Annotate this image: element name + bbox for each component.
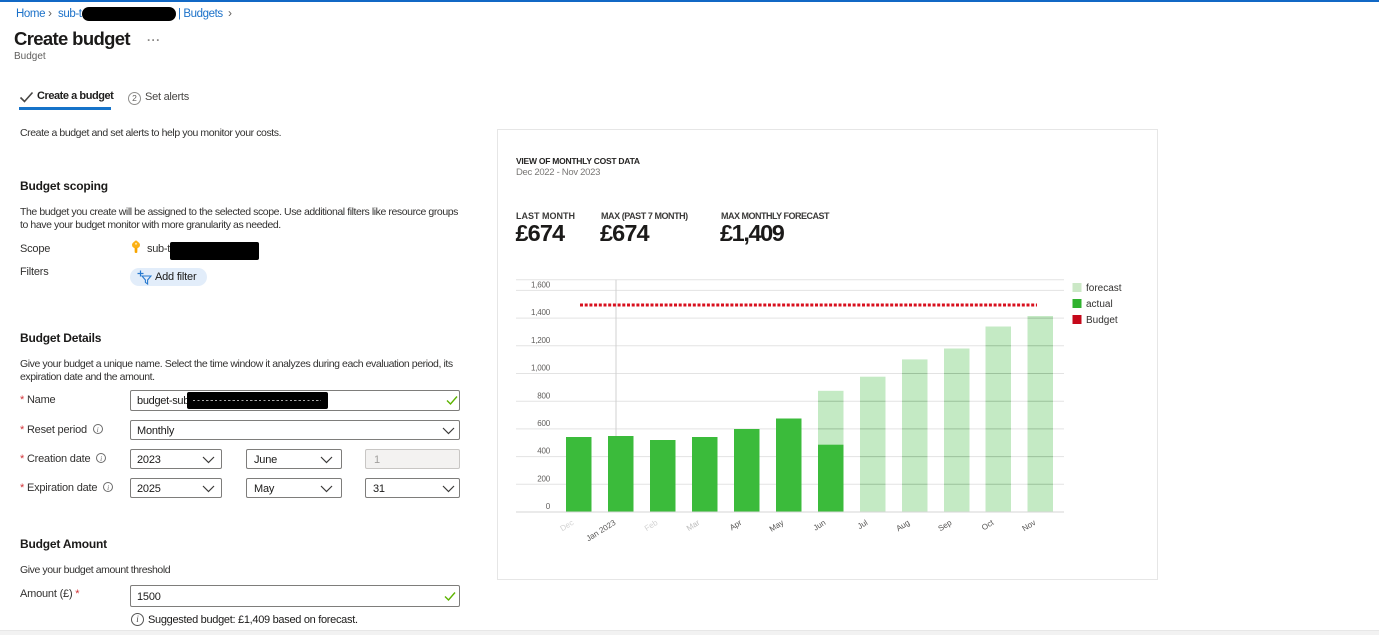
svg-text:Mar: Mar bbox=[685, 518, 702, 533]
svg-text:400: 400 bbox=[537, 447, 550, 456]
svg-text:May: May bbox=[768, 518, 786, 534]
svg-text:forecast: forecast bbox=[1086, 283, 1122, 294]
svg-text:Jul: Jul bbox=[856, 518, 870, 531]
svg-text:Oct: Oct bbox=[980, 518, 996, 533]
svg-text:800: 800 bbox=[537, 391, 550, 400]
svg-text:0: 0 bbox=[546, 502, 551, 511]
svg-text:Nov: Nov bbox=[1021, 518, 1038, 533]
svg-text:Aug: Aug bbox=[895, 518, 912, 533]
svg-text:1,600: 1,600 bbox=[531, 281, 551, 290]
svg-text:Sep: Sep bbox=[937, 518, 954, 533]
svg-text:Jan 2023: Jan 2023 bbox=[585, 518, 618, 543]
svg-text:Apr: Apr bbox=[728, 518, 744, 532]
svg-text:Budget: Budget bbox=[1086, 315, 1118, 326]
svg-text:Jun: Jun bbox=[812, 518, 828, 532]
svg-text:1,400: 1,400 bbox=[531, 308, 551, 317]
svg-text:Feb: Feb bbox=[643, 518, 660, 533]
svg-text:1,000: 1,000 bbox=[531, 364, 551, 373]
svg-text:Dec: Dec bbox=[559, 518, 576, 533]
svg-text:actual: actual bbox=[1086, 299, 1113, 310]
svg-text:200: 200 bbox=[537, 474, 550, 483]
svg-text:600: 600 bbox=[537, 419, 550, 428]
svg-text:1,200: 1,200 bbox=[531, 336, 551, 345]
